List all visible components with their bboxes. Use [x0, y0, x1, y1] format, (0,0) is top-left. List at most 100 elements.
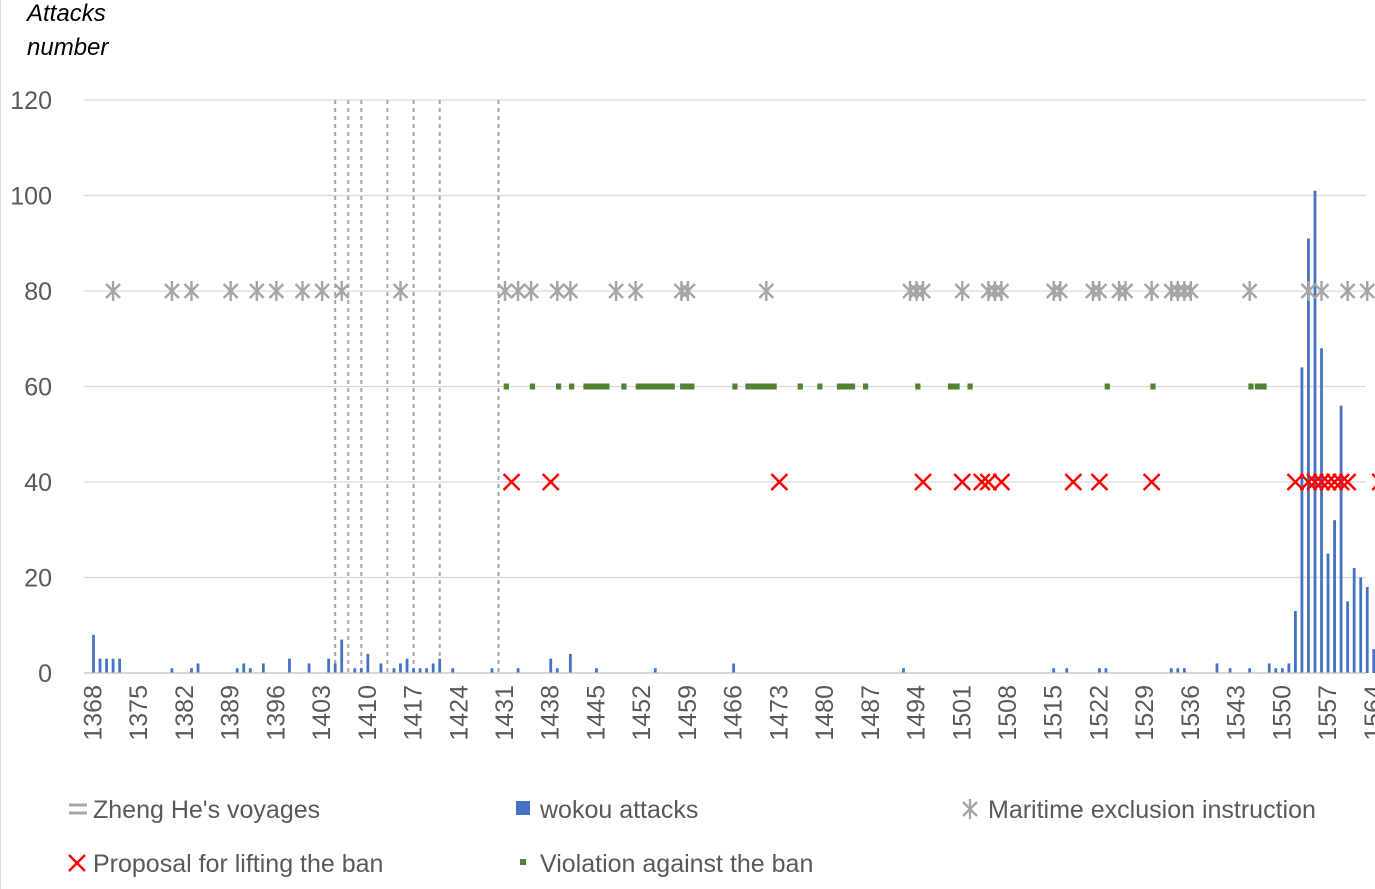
y-tick-label-0: 0 — [38, 660, 52, 688]
proposal-marker-1501 — [953, 473, 972, 491]
bar-1419 — [425, 668, 429, 673]
bar-1409 — [359, 668, 363, 673]
legend-wokou-swatch — [516, 801, 530, 815]
x-tick-label-1466: 1466 — [720, 685, 748, 741]
gridlines — [84, 99, 1366, 579]
bar-1414 — [392, 668, 396, 673]
exclusion-marker-1545 — [1241, 281, 1258, 301]
bar-1401 — [307, 663, 311, 673]
bar-1517 — [1065, 668, 1069, 673]
bar-1417 — [412, 668, 415, 673]
exclusion-marker-1383 — [183, 281, 200, 301]
y-axis-label-line-2: number — [27, 34, 109, 61]
exclusion-marker-1403 — [314, 281, 330, 301]
legend-item-exclusion: Maritime exclusion instruction — [962, 796, 1316, 824]
exclusion-marker-1522 — [1091, 281, 1108, 301]
x-tick-label-1375: 1375 — [125, 685, 153, 741]
violation-mark-7 — [680, 383, 695, 390]
x-tick-label-1522: 1522 — [1085, 685, 1113, 741]
bar-1533 — [1169, 668, 1173, 673]
exclusion-marker-1530 — [1143, 281, 1160, 301]
x-tick-label-1452: 1452 — [628, 685, 656, 741]
bar-1545 — [1248, 668, 1252, 673]
violation-mark-2 — [555, 383, 562, 390]
bar-1454 — [653, 668, 657, 673]
bar-1408 — [353, 668, 357, 673]
proposal-marker-1495 — [914, 473, 932, 491]
y-tick-label-80: 80 — [24, 278, 52, 306]
bar-1553 — [1300, 367, 1304, 673]
bar-1554 — [1307, 238, 1310, 673]
exclusion-marker-1435 — [523, 281, 539, 301]
bar-1368 — [92, 634, 95, 673]
violation-mark-0 — [503, 383, 509, 390]
legend-proposal-marker — [68, 854, 86, 872]
y-tick-label-120: 120 — [10, 87, 52, 115]
exclusion-marker-1380 — [164, 281, 180, 301]
legend-item-violation: Violation against the ban — [520, 850, 813, 878]
bar-1561 — [1352, 567, 1356, 673]
x-tick-label-1487: 1487 — [857, 685, 885, 741]
proposal-marker-1557 — [1319, 473, 1337, 491]
bar-1421 — [438, 658, 442, 673]
violation-mark-17 — [1104, 383, 1110, 390]
violation-mark-4 — [583, 383, 610, 390]
bar-1372 — [118, 658, 122, 673]
bar-1466 — [732, 663, 736, 673]
bar-1564 — [1372, 649, 1375, 673]
x-tick-label-1557: 1557 — [1314, 685, 1342, 741]
bar-1552 — [1293, 610, 1297, 673]
bar-1370 — [105, 658, 108, 673]
y-tick-label-20: 20 — [24, 565, 52, 593]
legend-item-wokou: wokou attacks — [516, 796, 698, 824]
bar-1515 — [1052, 668, 1056, 673]
legend-exclusion-label: Maritime exclusion instruction — [988, 796, 1316, 824]
exclusion-marker-1396 — [268, 281, 285, 301]
bar-1550 — [1280, 668, 1284, 673]
bar-1383 — [190, 668, 193, 673]
y-tick-label-100: 100 — [10, 183, 52, 211]
legend-exclusion-marker — [962, 799, 978, 819]
legend-exclusion-asterisk — [962, 799, 978, 819]
bar-1415 — [399, 663, 402, 673]
exclusion-marker-1556 — [1313, 281, 1330, 301]
bar-1445 — [595, 668, 598, 673]
bar-1549 — [1274, 668, 1278, 673]
bar-1398 — [288, 658, 291, 673]
x-tick-label-1431: 1431 — [491, 685, 519, 741]
x-tick-label-1459: 1459 — [674, 685, 702, 741]
bar-1558 — [1333, 520, 1336, 673]
exclusion-marker-1371 — [105, 281, 121, 301]
proposal-marker-1518 — [1064, 473, 1083, 491]
bar-1406 — [340, 639, 344, 673]
exclusion-marker-1415 — [392, 281, 409, 301]
x-tick-label-1389: 1389 — [217, 685, 245, 741]
bar-1404 — [327, 658, 331, 673]
x-tick-label-1564: 1564 — [1360, 685, 1375, 741]
bar-1535 — [1182, 668, 1186, 673]
x-tick-label-1424: 1424 — [445, 685, 473, 741]
exclusion-marker-1439 — [549, 281, 566, 301]
x-tick-label-1480: 1480 — [811, 685, 839, 741]
bar-1557 — [1326, 553, 1330, 673]
proposal-marker-1438 — [541, 473, 560, 491]
y-tick-label-60: 60 — [24, 374, 52, 402]
violation-mark-3 — [569, 383, 575, 390]
bar-1380 — [170, 668, 174, 673]
exclusion-marker-1393 — [248, 281, 265, 301]
bar-1551 — [1287, 663, 1291, 673]
violation-mark-19 — [1248, 383, 1254, 390]
exclusion-marker-1563 — [1359, 281, 1375, 301]
bar-1369 — [98, 658, 102, 673]
violation-mark-8 — [732, 383, 738, 390]
bar-1492 — [902, 668, 905, 673]
proposal-marker-1530 — [1142, 473, 1161, 491]
bar-1555 — [1313, 190, 1317, 673]
proposal-marker-1507 — [992, 473, 1011, 491]
legend-item-proposal: Proposal for lifting the ban — [68, 850, 383, 878]
exclusion-markers — [105, 281, 1375, 301]
proposal-marker-1552 — [1286, 473, 1305, 491]
legend-wokou-label: wokou attacks — [539, 796, 698, 824]
exclusion-marker-1431 — [497, 281, 513, 301]
